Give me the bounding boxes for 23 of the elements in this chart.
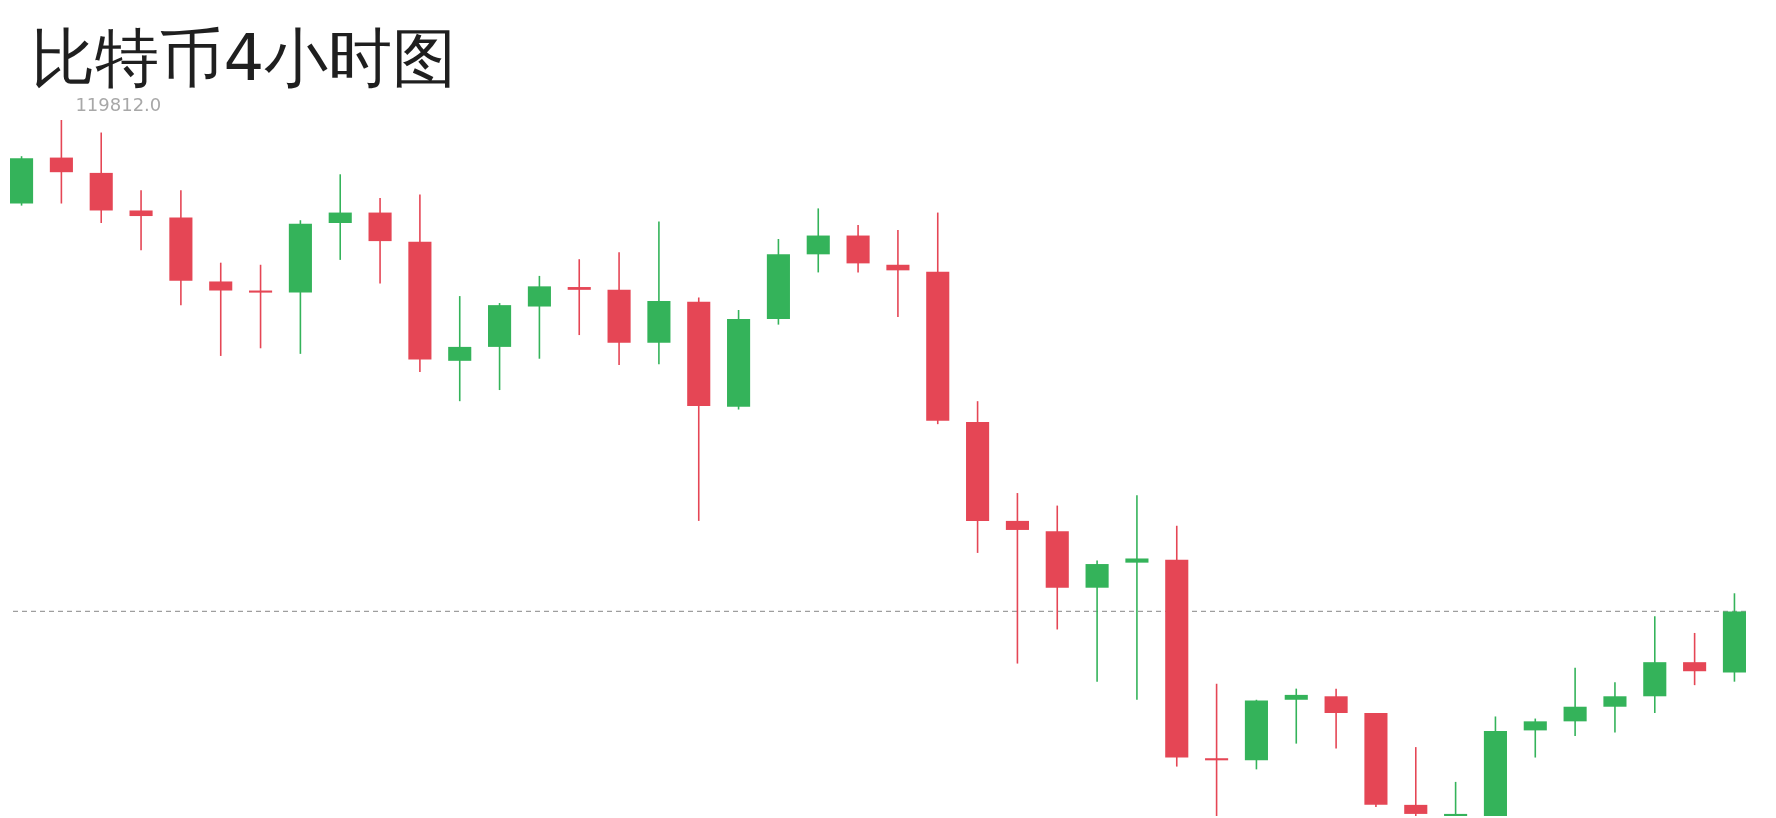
candlestick [1444, 781, 1468, 817]
candlestick [1205, 682, 1229, 817]
candlestick [49, 119, 73, 205]
candlestick [129, 189, 153, 251]
candlestick [1005, 492, 1029, 665]
candlestick [1603, 681, 1627, 734]
candlestick [1324, 687, 1348, 750]
candlestick [1284, 687, 1308, 745]
candlestick [1085, 559, 1109, 683]
chart-title: 比特币4小时图 [31, 21, 457, 95]
candlestick [567, 258, 591, 336]
text: 119812.0 [75, 94, 162, 115]
candlestick [1523, 717, 1547, 759]
candlestick [1125, 494, 1149, 701]
candlestick [328, 173, 352, 261]
candlestick [806, 207, 830, 274]
candlestick [448, 295, 472, 402]
candlestick [209, 261, 233, 357]
candlestick [1563, 666, 1587, 737]
candlestick [527, 275, 551, 360]
candlestick [1683, 632, 1707, 686]
candlestick [249, 263, 273, 350]
candlestick [1404, 746, 1428, 817]
